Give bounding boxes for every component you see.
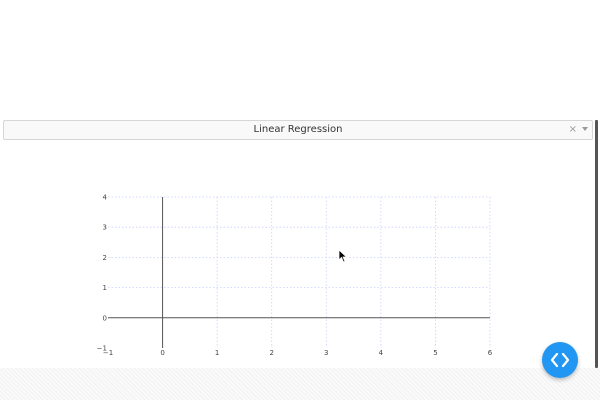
- x-tick-label: 0: [160, 349, 164, 357]
- y-tick-label: 2: [103, 254, 107, 262]
- y-tick-label: 4: [103, 194, 108, 202]
- y-tick-label: 0: [103, 314, 107, 322]
- plot-area[interactable]: −1 0 1 2 3 4 5 6 −1 0 1 2 3 4: [0, 150, 600, 365]
- x-tick-label: 5: [433, 349, 437, 357]
- clear-icon[interactable]: ×: [568, 124, 577, 135]
- model-selector[interactable]: Linear Regression ×: [3, 120, 593, 140]
- x-tick-label: 2: [269, 349, 273, 357]
- code-brackets-icon: [550, 352, 570, 368]
- x-tick-label: 4: [379, 349, 384, 357]
- x-tick-label: 1: [215, 349, 219, 357]
- x-tick-label: 6: [488, 349, 493, 357]
- chevron-down-icon[interactable]: [582, 127, 588, 131]
- y-tick-label: 3: [103, 224, 107, 232]
- vertical-scrollbar[interactable]: [595, 120, 598, 368]
- model-selector-value: Linear Regression: [253, 124, 343, 135]
- x-tick-label: 3: [324, 349, 328, 357]
- x-tick-label: −1: [103, 349, 113, 357]
- bottom-strip: [0, 368, 600, 400]
- mouse-cursor-icon: [338, 249, 348, 263]
- code-toggle-button[interactable]: [542, 342, 578, 378]
- y-tick-label: 1: [103, 284, 107, 292]
- regression-chart[interactable]: −1 0 1 2 3 4 5 6 −1 0 1 2 3 4: [0, 150, 600, 365]
- y-tick-label: −1: [97, 345, 107, 353]
